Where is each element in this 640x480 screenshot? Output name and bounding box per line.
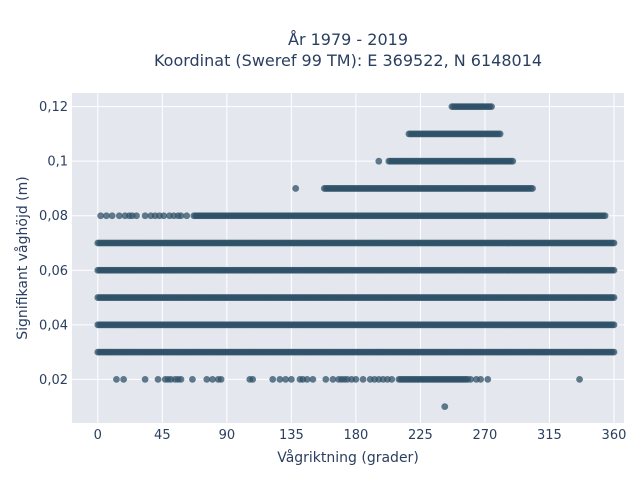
- data-point: [576, 375, 583, 383]
- plot-area: [72, 93, 624, 423]
- y-axis-title: Signifikant våghöjd (m): [14, 176, 31, 339]
- data-point: [329, 375, 337, 383]
- data-point: [601, 212, 609, 220]
- data-point: [488, 103, 495, 111]
- y-tick-label: 0,08: [39, 209, 68, 224]
- data-point: [610, 348, 618, 356]
- data-point: [287, 375, 295, 383]
- x-tick-label: 135: [279, 428, 304, 443]
- x-tick-label: 360: [602, 428, 627, 443]
- x-tick-label: 180: [343, 428, 368, 443]
- data-point: [160, 212, 168, 220]
- x-tick-labels: 0 45 90 135 180 225 270 315 360: [94, 428, 627, 443]
- x-axis-title: Vågriktning (grader): [277, 449, 419, 466]
- data-point: [97, 212, 105, 220]
- y-tick-label: 0,02: [39, 373, 68, 388]
- x-tick-label: 45: [154, 428, 171, 443]
- data-point: [610, 294, 618, 301]
- data-point: [610, 266, 618, 274]
- data-point: [496, 130, 504, 138]
- data-point: [183, 212, 191, 220]
- data-point: [108, 212, 116, 220]
- data-point: [203, 375, 211, 383]
- data-point: [217, 375, 225, 383]
- data-point: [529, 185, 536, 192]
- data-point: [141, 375, 149, 383]
- data-point: [441, 403, 449, 411]
- data-point: [189, 375, 196, 383]
- data-point: [120, 375, 128, 383]
- x-tick-label: 225: [408, 428, 433, 443]
- data-point: [477, 375, 485, 383]
- data-point: [103, 212, 110, 220]
- data-point: [309, 375, 317, 383]
- data-point: [610, 239, 618, 247]
- data-point: [303, 375, 311, 383]
- data-points: [94, 103, 618, 411]
- data-point: [484, 375, 492, 383]
- data-point: [388, 375, 396, 383]
- data-point: [133, 212, 140, 220]
- data-point: [509, 157, 517, 165]
- data-point: [115, 212, 123, 220]
- data-point: [249, 375, 257, 383]
- data-point: [610, 321, 618, 329]
- data-point: [292, 185, 300, 192]
- y-tick-label: 0,04: [39, 318, 68, 333]
- data-point: [177, 375, 185, 383]
- x-tick-label: 0: [94, 428, 102, 443]
- y-tick-label: 0,1: [47, 155, 68, 170]
- x-tick-label: 270: [473, 428, 498, 443]
- x-tick-label: 315: [537, 428, 562, 443]
- y-tick-label: 0,06: [39, 264, 68, 279]
- y-tick-label: 0,12: [39, 100, 68, 115]
- data-point: [352, 375, 360, 383]
- data-point: [375, 157, 383, 165]
- data-point: [177, 212, 185, 220]
- data-point: [282, 375, 290, 383]
- data-point: [269, 375, 277, 383]
- data-point: [113, 375, 120, 383]
- data-point: [467, 375, 474, 383]
- y-tick-labels: 0,02 0,04 0,06 0,08 0,1 0,12: [39, 100, 68, 388]
- data-point: [141, 212, 149, 220]
- data-point: [359, 375, 367, 383]
- chart-title-line-2: Koordinat (Sweref 99 TM): E 369522, N 61…: [154, 51, 542, 70]
- data-point: [209, 375, 216, 383]
- x-tick-label: 90: [219, 428, 236, 443]
- data-point: [154, 375, 162, 383]
- data-point: [276, 375, 284, 383]
- data-point: [322, 375, 330, 383]
- chart-title-line-1: År 1979 - 2019: [288, 30, 408, 49]
